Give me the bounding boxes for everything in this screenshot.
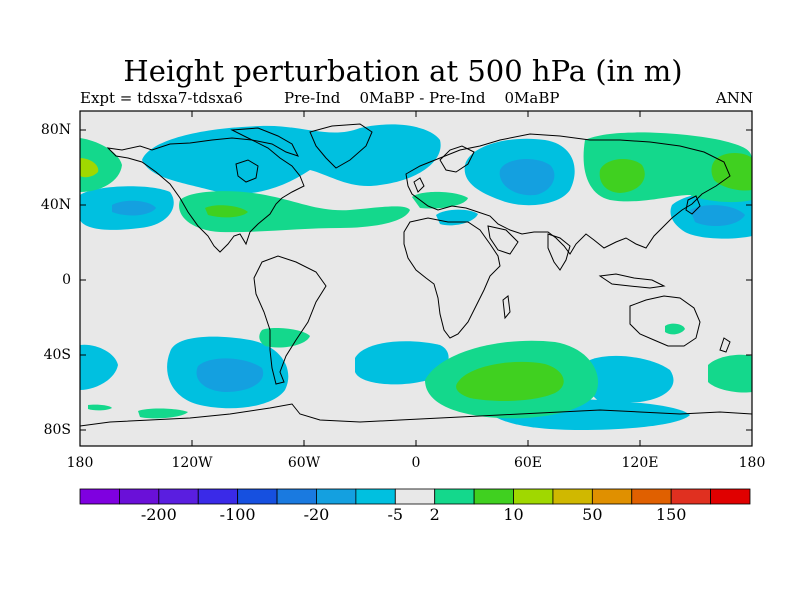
colorbar-tick-label: 50 bbox=[582, 505, 603, 524]
colorbar-swatch bbox=[513, 488, 554, 505]
contour-neg-north-pacific-atlantic bbox=[142, 124, 441, 194]
lon-label-180-east: 180 bbox=[738, 455, 766, 471]
coastline-hudson-bay bbox=[235, 159, 259, 183]
colorbar-swatch bbox=[355, 488, 396, 505]
axis-ticks bbox=[80, 111, 752, 446]
contour-neg-south-pacific-strong bbox=[196, 358, 264, 392]
contour-neg-southeast-pacific-edge bbox=[80, 344, 118, 390]
coastline-arabia bbox=[487, 225, 519, 255]
colorbar-swatch bbox=[394, 488, 436, 505]
contour-neg-mid-pacific-west-strong bbox=[112, 200, 156, 216]
contour-neg-south-atlantic bbox=[355, 341, 449, 385]
lat-label-80s: 80S bbox=[43, 422, 71, 438]
colorbar-swatch bbox=[276, 488, 317, 505]
contour-pos-indian-ocean-strong bbox=[456, 361, 564, 401]
contour-pos-antarctic-pacific bbox=[138, 408, 188, 419]
lon-label-60w: 60W bbox=[287, 455, 321, 471]
coastline-japan bbox=[685, 195, 701, 215]
lat-label-40s: 40S bbox=[43, 347, 71, 363]
period-label: Pre-Ind 0MaBP - Pre-Ind 0MaBP bbox=[284, 89, 560, 107]
contour-pos-north-pacific-east-strong bbox=[599, 158, 645, 193]
coastline-uk bbox=[413, 177, 425, 193]
contour-pos-south-america bbox=[259, 328, 310, 348]
coastline-madagascar bbox=[502, 295, 511, 320]
coastline-north-america bbox=[106, 137, 305, 253]
coastline-greenland bbox=[309, 123, 373, 169]
contour-pos-north-pacific-west-edge-strong bbox=[80, 158, 99, 178]
contour-neg-siberia-strong bbox=[499, 158, 555, 196]
colorbar-swatch bbox=[434, 488, 475, 505]
contour-pos-south-pacific-east bbox=[708, 354, 752, 393]
coastline-antarctica bbox=[80, 403, 752, 427]
colorbar-tick-label: 150 bbox=[655, 505, 687, 524]
lat-label-0: 0 bbox=[62, 272, 71, 288]
contour-pos-north-america-strong bbox=[205, 205, 248, 218]
contour-neg-west-pacific-strong bbox=[690, 205, 745, 227]
colorbar-tick-label: -5 bbox=[387, 505, 404, 524]
plot-title: Height perturbation at 500 hPa (in m) bbox=[123, 54, 683, 88]
coastline-new-zealand bbox=[719, 337, 731, 353]
colorbar-swatch bbox=[710, 488, 751, 505]
colorbar-swatch bbox=[119, 488, 160, 505]
lat-label-40n: 40N bbox=[40, 197, 71, 213]
colorbar-swatch bbox=[670, 488, 711, 505]
colorbar-swatch bbox=[79, 488, 120, 505]
coastline-indonesia bbox=[598, 273, 666, 289]
colorbar-swatch bbox=[552, 488, 593, 505]
experiment-label: Expt = tdsxa7-tdsxa6 bbox=[80, 89, 243, 107]
colorbar-swatch bbox=[316, 488, 357, 505]
colorbar-tick-label: -200 bbox=[140, 505, 177, 524]
coastline-eurasia bbox=[405, 133, 731, 255]
colorbar-swatch bbox=[631, 488, 672, 505]
colorbar-swatch bbox=[237, 488, 278, 505]
contour-pos-antarctic-edge bbox=[88, 404, 112, 411]
coastline-canadian-archipelago bbox=[230, 127, 299, 157]
lon-label-120e: 120E bbox=[621, 455, 659, 471]
coastline-south-america bbox=[253, 255, 327, 385]
lon-label-0: 0 bbox=[411, 455, 421, 471]
coastlines bbox=[80, 123, 752, 427]
coastline-scandinavia bbox=[439, 145, 475, 173]
colorbar-swatch bbox=[197, 488, 239, 505]
colorbar-swatch bbox=[158, 488, 199, 505]
contour-pos-australia bbox=[665, 323, 685, 335]
colorbar-tick-label: 2 bbox=[429, 505, 440, 524]
coastline-australia bbox=[629, 295, 701, 347]
colorbar-swatch bbox=[591, 488, 633, 505]
season-label: ANN bbox=[715, 89, 753, 107]
colorbar-tick-label: 10 bbox=[503, 505, 524, 524]
contour-pos-east-asia-strong bbox=[711, 153, 752, 191]
contour-pos-north-america bbox=[179, 191, 410, 233]
lon-label-180-west: 180 bbox=[66, 455, 94, 471]
coastline-africa bbox=[403, 217, 501, 339]
colorbar-tick-label: -20 bbox=[303, 505, 330, 524]
lat-label-80n: 80N bbox=[40, 122, 71, 138]
lon-label-60e: 60E bbox=[513, 455, 543, 471]
colorbar-swatch bbox=[473, 488, 514, 505]
coastline-india bbox=[547, 233, 571, 271]
contour-fills bbox=[80, 124, 752, 430]
colorbar-tick-label: -100 bbox=[219, 505, 256, 524]
contour-neg-south-indian bbox=[584, 355, 674, 402]
lon-label-120w: 120W bbox=[171, 455, 213, 471]
